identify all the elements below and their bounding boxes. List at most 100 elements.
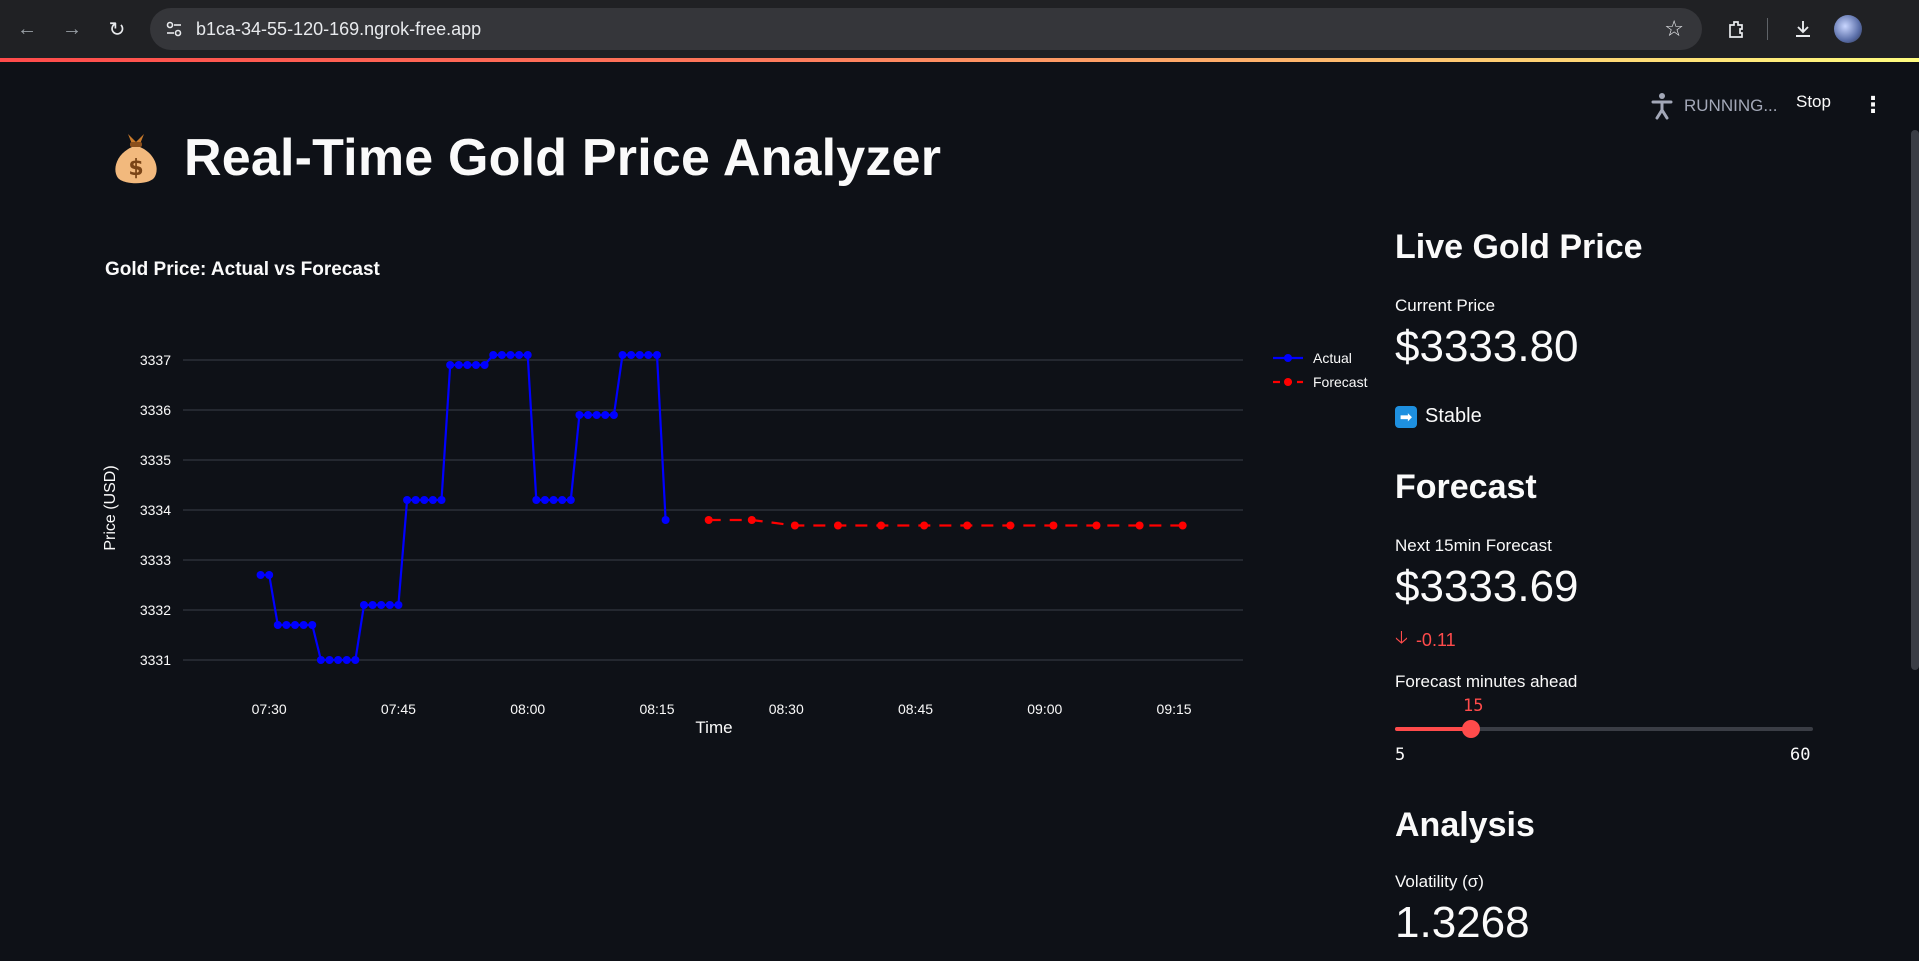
data-point-actual[interactable] [308, 621, 317, 629]
data-point-actual[interactable] [635, 351, 644, 359]
data-point-forecast[interactable] [1049, 521, 1058, 530]
data-point-actual[interactable] [549, 496, 558, 504]
data-point-forecast[interactable] [747, 516, 756, 524]
data-point-actual[interactable] [446, 361, 455, 369]
forward-arrow-icon[interactable]: → [62, 17, 82, 40]
data-point-actual[interactable] [256, 571, 265, 579]
download-icon[interactable] [1788, 14, 1818, 44]
data-point-actual[interactable] [325, 656, 334, 664]
data-point-actual[interactable] [558, 496, 567, 504]
forecast-minutes-slider[interactable] [1395, 720, 1813, 738]
data-point-actual[interactable] [377, 601, 386, 609]
data-point-actual[interactable] [411, 496, 420, 504]
volatility-value: 1.3268 [1395, 898, 1530, 947]
running-person-icon [1651, 93, 1673, 120]
data-point-actual[interactable] [368, 601, 377, 609]
next-forecast-label: Next 15min Forecast [1395, 536, 1552, 555]
bookmark-star-icon[interactable]: ☆ [1664, 16, 1684, 41]
data-point-forecast[interactable] [704, 516, 713, 524]
y-tick-label: 3334 [140, 502, 171, 518]
data-point-actual[interactable] [472, 361, 481, 369]
data-point-actual[interactable] [644, 351, 653, 359]
data-point-actual[interactable] [342, 656, 351, 664]
browser-toolbar: ← → ↻ b1ca-34-55-120-169.ngrok-free.app … [0, 0, 1919, 58]
chart-title: Gold Price: Actual vs Forecast [105, 259, 380, 280]
data-point-forecast[interactable] [833, 521, 842, 530]
site-settings-icon[interactable] [160, 15, 188, 43]
data-point-actual[interactable] [566, 496, 575, 504]
data-point-actual[interactable] [584, 411, 593, 419]
series-line-forecast [708, 518, 1183, 527]
main-menu-icon[interactable]: ⋮ [1862, 92, 1884, 117]
data-point-forecast[interactable] [1135, 521, 1144, 530]
current-price-value: $3333.80 [1395, 322, 1579, 371]
y-tick-label: 3332 [140, 602, 171, 618]
data-point-actual[interactable] [437, 496, 446, 504]
data-point-actual[interactable] [627, 351, 636, 359]
profile-avatar[interactable] [1834, 15, 1862, 43]
x-axis-ticks: 07:30 07:45 08:00 08:15 08:30 08:45 09:00 09:15 [252, 701, 1192, 717]
data-point-actual[interactable] [601, 411, 610, 419]
data-point-actual[interactable] [497, 351, 506, 359]
data-point-actual[interactable] [428, 496, 437, 504]
data-point-actual[interactable] [540, 496, 549, 504]
data-point-forecast[interactable] [877, 521, 886, 530]
forecast-heading: Forecast [1395, 468, 1537, 506]
slider-thumb[interactable] [1462, 720, 1480, 738]
data-point-forecast[interactable] [963, 521, 972, 530]
data-point-actual[interactable] [282, 621, 291, 629]
x-tick-label: 08:00 [510, 701, 545, 717]
chart-series [256, 351, 1187, 664]
data-point-actual[interactable] [394, 601, 403, 609]
data-point-actual[interactable] [265, 571, 274, 579]
reload-icon[interactable]: ↻ [108, 18, 126, 41]
data-point-actual[interactable] [480, 361, 489, 369]
data-point-actual[interactable] [575, 411, 584, 419]
data-point-actual[interactable] [506, 351, 515, 359]
data-point-forecast[interactable] [1178, 521, 1187, 530]
legend-label[interactable]: Actual [1313, 350, 1352, 366]
data-point-actual[interactable] [515, 351, 524, 359]
back-arrow-icon[interactable]: ← [17, 17, 37, 40]
extensions-icon[interactable] [1722, 14, 1752, 44]
data-point-actual[interactable] [420, 496, 429, 504]
trend-text: Stable [1425, 405, 1482, 427]
data-point-actual[interactable] [385, 601, 394, 609]
streamlit-header-decoration [0, 58, 1919, 62]
analysis-heading: Analysis [1395, 806, 1535, 844]
data-point-forecast[interactable] [920, 521, 929, 530]
slider-label: Forecast minutes ahead [1395, 672, 1578, 691]
data-point-actual[interactable] [523, 351, 532, 359]
data-point-actual[interactable] [489, 351, 498, 359]
data-point-actual[interactable] [454, 361, 463, 369]
data-point-forecast[interactable] [1092, 521, 1101, 530]
data-point-forecast[interactable] [790, 521, 799, 530]
url-text[interactable]: b1ca-34-55-120-169.ngrok-free.app [196, 19, 482, 39]
data-point-actual[interactable] [291, 621, 300, 629]
data-point-actual[interactable] [618, 351, 627, 359]
trend-status: ➡ Stable [1395, 405, 1482, 428]
data-point-actual[interactable] [463, 361, 472, 369]
data-point-actual[interactable] [661, 516, 670, 524]
address-bar[interactable]: b1ca-34-55-120-169.ngrok-free.app ☆ [150, 8, 1702, 50]
data-point-actual[interactable] [299, 621, 308, 629]
legend-label[interactable]: Forecast [1313, 374, 1368, 390]
data-point-actual[interactable] [532, 496, 541, 504]
data-point-actual[interactable] [403, 496, 412, 504]
scrollbar[interactable] [1911, 130, 1919, 670]
data-point-actual[interactable] [334, 656, 343, 664]
data-point-actual[interactable] [609, 411, 618, 419]
data-point-forecast[interactable] [1006, 521, 1015, 530]
money-bag-icon: $ [110, 130, 162, 186]
data-point-actual[interactable] [273, 621, 282, 629]
data-point-actual[interactable] [592, 411, 601, 419]
y-tick-label: 3337 [140, 352, 171, 368]
y-tick-label: 3336 [140, 402, 171, 418]
data-point-actual[interactable] [351, 656, 360, 664]
data-point-actual[interactable] [652, 351, 661, 359]
data-point-actual[interactable] [316, 656, 325, 664]
data-point-actual[interactable] [359, 601, 368, 609]
stop-button[interactable]: Stop [1796, 92, 1831, 111]
x-tick-label: 07:45 [381, 701, 416, 717]
